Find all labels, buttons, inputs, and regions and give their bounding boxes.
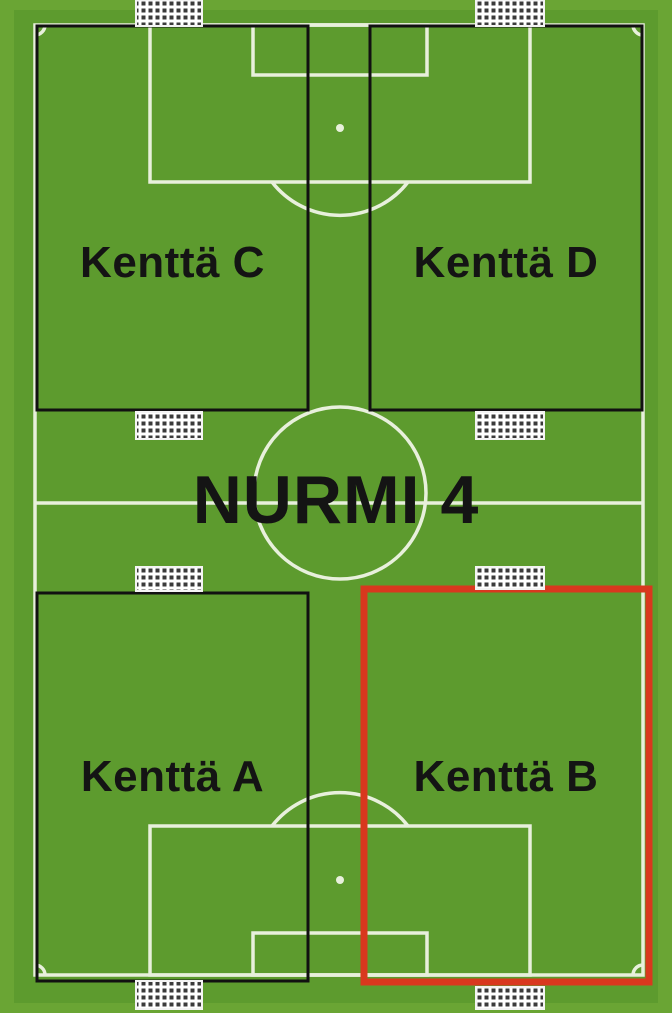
pitch-surface [14,10,658,1003]
top-penalty-arc [270,180,410,218]
goal-net-icon [135,980,203,1010]
goals [135,0,545,1010]
goal-net-icon [475,986,545,1010]
field-c-label[interactable]: Kenttä C [80,238,265,287]
center-circle [252,405,428,581]
top-penalty-spot [336,124,344,132]
field-b-label[interactable]: Kenttä B [413,752,599,801]
pitch-markings [33,23,645,977]
goal-net-icon [475,566,545,590]
goal-net-icon [475,0,545,27]
bottom-penalty-spot [336,876,344,884]
bottom-penalty-arc [270,790,410,828]
goal-net-icon [475,411,545,440]
goal-net-icon [135,411,203,440]
goal-net-icon [135,566,203,592]
top-goal-area [251,23,429,77]
field-d-label[interactable]: Kenttä D [413,238,599,287]
bottom-goal-area [251,931,429,977]
goal-net-icon [135,0,203,27]
pitch-title: NURMI 4 [192,462,480,538]
field-a-label[interactable]: Kenttä A [80,752,265,801]
